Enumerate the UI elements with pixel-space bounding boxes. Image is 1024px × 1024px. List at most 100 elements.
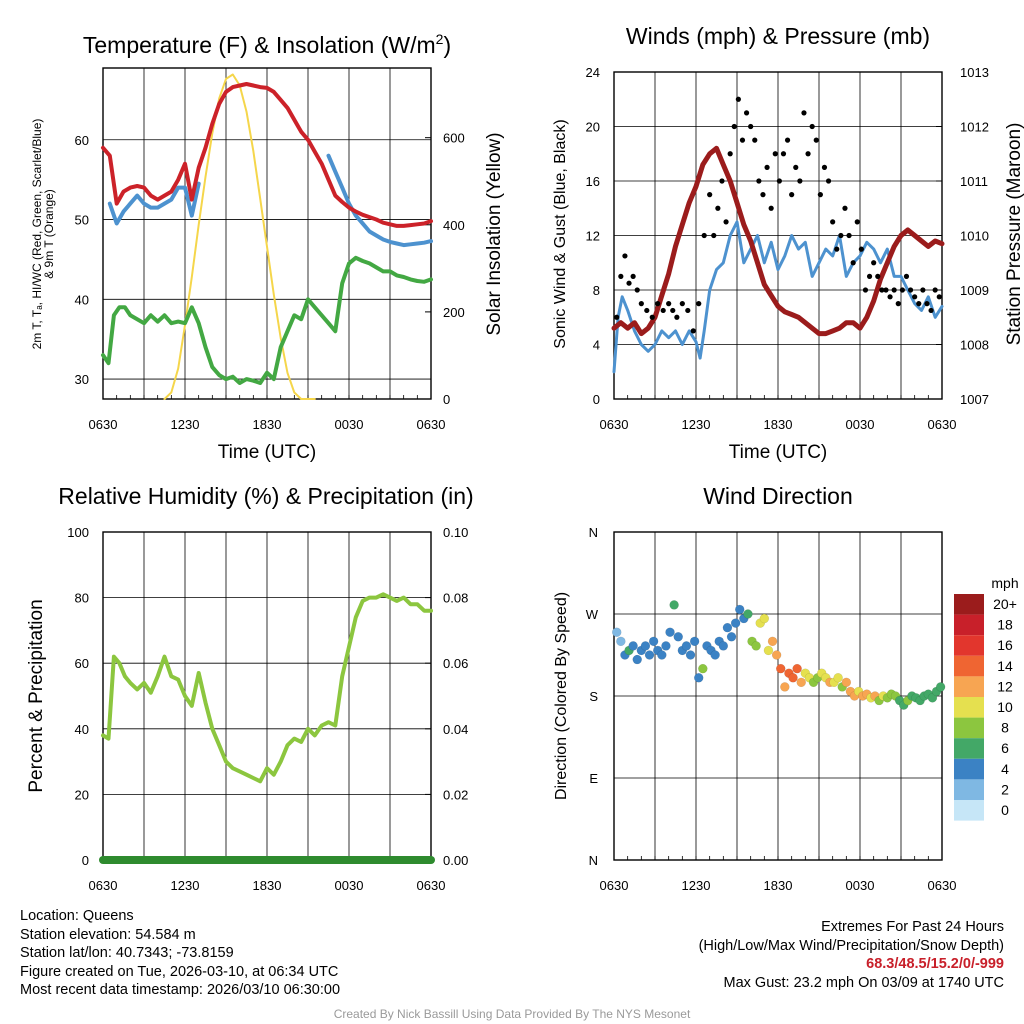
- winds-gust-point: [846, 232, 852, 239]
- figure-created: Figure created on Tue, 2026-03-10, at 06…: [20, 963, 339, 980]
- winds-gust-point: [723, 219, 729, 225]
- winds-gust-point: [895, 301, 901, 307]
- temperature-ytick-right-label: 200: [443, 305, 465, 320]
- winds-gust-point: [932, 287, 938, 293]
- station-info: Location: Queens Station elevation: 54.5…: [20, 907, 340, 1000]
- winds-ytick-right-label: 1011: [960, 174, 988, 189]
- direction-xtick-label: 1830: [764, 878, 793, 893]
- winds-gust-point: [825, 178, 832, 184]
- winds-title: Winds (mph) & Pressure (mb): [626, 23, 930, 49]
- station-elevation: Station elevation: 54.584 m: [20, 926, 196, 943]
- temperature-xtick-label: 0030: [335, 417, 364, 432]
- winds-gust-point: [842, 205, 848, 211]
- winds-series-pressure: [611, 145, 945, 337]
- direction-point: [632, 654, 642, 665]
- winds-gust-point: [862, 287, 869, 293]
- winds-ytick-right-label: 1013: [960, 65, 989, 80]
- winds-ytick-label: 12: [586, 229, 600, 244]
- winds-gust-point: [920, 287, 926, 293]
- legend-label: 18: [997, 617, 1013, 633]
- direction-point: [833, 673, 843, 683]
- legend-swatch: [954, 738, 984, 759]
- direction-point: [780, 682, 790, 692]
- direction-point: [661, 641, 671, 651]
- humidity-ytick-right-label: 0.06: [443, 656, 468, 671]
- direction-xtick-label: 0630: [928, 878, 957, 893]
- direction-ylabel-left: Direction (Colored By Speed): [553, 592, 570, 800]
- direction-point: [665, 627, 675, 637]
- temperature-xtick-label: 1230: [171, 417, 200, 432]
- legend-swatch: [954, 697, 984, 718]
- station-latlon: Station lat/lon: 40.7343; -73.8159: [20, 945, 234, 961]
- humidity-ytick-label: 100: [67, 525, 89, 540]
- winds-gust-point: [784, 137, 791, 143]
- winds-xtick-label: 1230: [682, 417, 711, 432]
- winds-gust-point: [821, 164, 828, 170]
- winds-ylabel-left: Sonic Wind & Gust (Blue, Black): [552, 119, 569, 348]
- direction-xtick-label: 1230: [682, 878, 711, 893]
- temperature-ytick-label: 50: [75, 213, 89, 228]
- legend-swatch: [954, 779, 984, 800]
- winds-gust-point: [797, 178, 803, 184]
- humidity-ytick-right-label: 0.08: [443, 591, 468, 606]
- direction-ytick-label: S: [589, 689, 598, 704]
- winds-ytick-right-label: 1009: [960, 283, 989, 298]
- winds-gust-point: [780, 151, 787, 157]
- winds-gust-point: [772, 151, 778, 157]
- winds-ytick-right-label: 1010: [960, 229, 989, 244]
- direction-point: [841, 677, 852, 688]
- temperature-xtick-label: 1830: [253, 417, 282, 432]
- winds-gust-point: [854, 219, 860, 225]
- winds-ytick-right-label: 1012: [960, 120, 989, 135]
- direction-point: [657, 650, 667, 660]
- winds-gust-point: [813, 137, 819, 143]
- winds-gust-point: [838, 232, 844, 239]
- winds-gust-point: [834, 246, 840, 252]
- winds-gust-point: [916, 301, 922, 307]
- direction-point: [775, 663, 786, 674]
- legend-label: 4: [1001, 761, 1009, 777]
- legend-swatch: [954, 758, 984, 780]
- temperature-ylabel-left: 2m T, Tₐ, HI/WC (Red, Green, Scarlet/Blu…: [30, 119, 56, 350]
- direction-ytick-label: N: [589, 525, 598, 540]
- winds-ytick-label: 0: [593, 392, 600, 407]
- legend-label: 12: [997, 678, 1013, 694]
- winds-gust-point: [727, 151, 733, 157]
- winds-gust-point: [801, 110, 807, 116]
- winds-ytick-right-label: 1007: [960, 392, 989, 407]
- direction-ytick-label: N: [589, 853, 598, 868]
- temperature-ytick-label: 30: [75, 372, 89, 387]
- winds-series-sonic: [612, 220, 944, 374]
- winds-gust-point: [883, 287, 889, 293]
- winds-gust-point: [739, 137, 746, 143]
- winds-gust-point: [866, 273, 873, 279]
- direction-point: [935, 682, 946, 692]
- winds-gust-point: [701, 232, 707, 239]
- credit-line: Created By Nick Bassill Using Data Provi…: [333, 1007, 691, 1021]
- winds-gust-point: [674, 314, 680, 320]
- winds-gust-point: [887, 294, 893, 300]
- direction-point: [751, 641, 761, 651]
- legend-label: 2: [1001, 781, 1009, 797]
- winds-gust-point: [809, 123, 815, 130]
- humidity-ylabel-left: Percent & Precipitation: [26, 599, 47, 792]
- recent-timestamp: Most recent data timestamp: 2026/03/10 0…: [20, 982, 341, 998]
- legend-title: mph: [991, 575, 1018, 591]
- temperature-ytick-right-label: 400: [443, 218, 465, 233]
- winds-xtick-label: 0630: [928, 417, 957, 432]
- humidity-xtick-label: 0030: [335, 878, 364, 893]
- humidity-ytick-label: 0: [82, 853, 89, 868]
- extremes-values: 68.3/48.5/15.2/0/-999: [866, 956, 1004, 972]
- winds-ytick-label: 20: [586, 120, 600, 135]
- temperature-title: Temperature (F) & Insolation (W/m2): [83, 31, 451, 58]
- direction-xtick-label: 0630: [600, 878, 629, 893]
- direction-title: Wind Direction: [703, 483, 853, 509]
- winds-gust-point: [871, 260, 877, 266]
- direction-point: [644, 650, 655, 660]
- extremes-title: Extremes For Past 24 Hours: [821, 919, 1004, 935]
- legend-swatch: [954, 614, 984, 636]
- legend-swatch: [954, 655, 984, 677]
- legend-swatch: [954, 594, 984, 615]
